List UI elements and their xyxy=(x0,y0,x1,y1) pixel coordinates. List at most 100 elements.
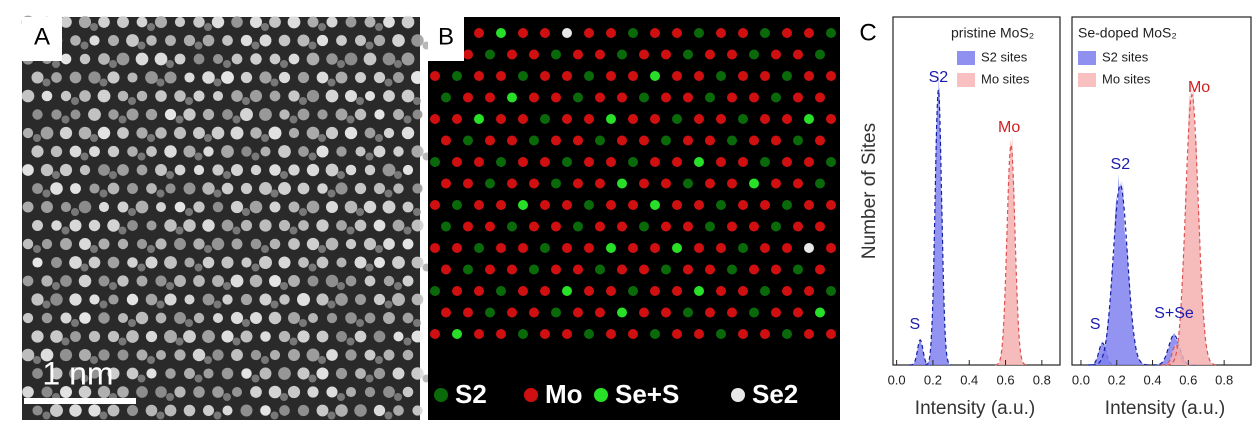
atom xyxy=(270,350,280,360)
atom xyxy=(22,164,34,176)
atom xyxy=(384,350,395,361)
atom xyxy=(393,368,405,380)
x-tick-label: 0.2 xyxy=(1108,372,1126,387)
atom xyxy=(69,293,81,305)
atom xyxy=(551,265,561,275)
atom xyxy=(507,136,517,146)
legend-label: S2 sites xyxy=(1102,49,1149,64)
atom xyxy=(146,109,157,120)
atom xyxy=(146,146,157,157)
atom xyxy=(403,387,414,398)
atom xyxy=(661,93,671,103)
atom xyxy=(738,28,748,38)
atom xyxy=(617,222,627,232)
atom xyxy=(270,54,281,65)
atom xyxy=(269,312,282,325)
atom xyxy=(793,136,803,146)
atom xyxy=(346,276,357,287)
atom xyxy=(166,60,174,68)
atom xyxy=(98,164,110,176)
atom xyxy=(89,183,99,193)
atom xyxy=(242,208,250,216)
atom xyxy=(345,312,357,324)
atom xyxy=(289,128,299,138)
legend-marker xyxy=(524,388,538,402)
atom xyxy=(316,293,328,305)
atom xyxy=(375,134,383,142)
legend-label: Se+S xyxy=(615,379,679,409)
atom xyxy=(108,183,120,195)
atom xyxy=(771,136,781,146)
atom xyxy=(137,91,147,101)
atom xyxy=(164,219,176,231)
atom xyxy=(155,164,167,176)
atom xyxy=(485,93,495,103)
atom xyxy=(452,71,462,81)
atom xyxy=(347,338,355,346)
atom xyxy=(639,265,649,275)
atom xyxy=(335,404,348,417)
atom xyxy=(184,72,194,82)
atom xyxy=(261,23,269,31)
atom xyxy=(336,72,348,84)
atom xyxy=(307,53,320,66)
atom xyxy=(117,53,130,66)
legend-marker xyxy=(594,388,608,402)
atom xyxy=(99,202,109,212)
atom xyxy=(366,42,374,50)
atom xyxy=(22,201,33,212)
atom xyxy=(507,265,517,275)
atom xyxy=(31,293,43,305)
atom xyxy=(345,53,358,66)
atom xyxy=(364,238,376,250)
atom xyxy=(355,183,366,194)
atom xyxy=(365,17,376,28)
atom xyxy=(22,386,34,398)
atom xyxy=(184,294,194,304)
atom xyxy=(81,42,89,50)
atom xyxy=(430,200,440,210)
atom xyxy=(694,114,704,124)
atom xyxy=(518,329,528,339)
atom xyxy=(336,146,346,156)
atom xyxy=(70,72,82,84)
atom xyxy=(241,368,251,378)
atom xyxy=(288,349,300,361)
atom xyxy=(650,286,660,296)
atom xyxy=(403,350,414,361)
atom xyxy=(392,293,405,306)
atom xyxy=(826,329,836,339)
atom xyxy=(271,412,279,420)
atom xyxy=(606,200,616,210)
atom xyxy=(346,165,357,176)
atom xyxy=(365,350,376,361)
atom xyxy=(174,312,186,324)
atom xyxy=(507,93,517,103)
atom xyxy=(518,286,528,296)
atom xyxy=(127,368,139,380)
atom xyxy=(683,179,693,189)
atom xyxy=(826,243,836,253)
atom xyxy=(672,200,682,210)
atom xyxy=(326,127,338,139)
atom xyxy=(174,90,186,102)
atom xyxy=(307,349,320,362)
atom xyxy=(289,54,300,65)
atom xyxy=(385,301,393,309)
atom xyxy=(430,243,440,253)
atom xyxy=(661,50,671,60)
atom xyxy=(278,145,291,158)
atom xyxy=(540,157,550,167)
atom xyxy=(50,293,62,305)
atom xyxy=(213,54,223,64)
atom xyxy=(165,109,176,120)
atom xyxy=(562,200,572,210)
atom xyxy=(260,405,271,416)
atom xyxy=(269,275,281,287)
atom xyxy=(138,42,146,50)
atom xyxy=(430,157,440,167)
atom xyxy=(118,91,129,102)
atom xyxy=(146,220,156,230)
atom xyxy=(694,157,704,167)
atom xyxy=(60,312,71,323)
